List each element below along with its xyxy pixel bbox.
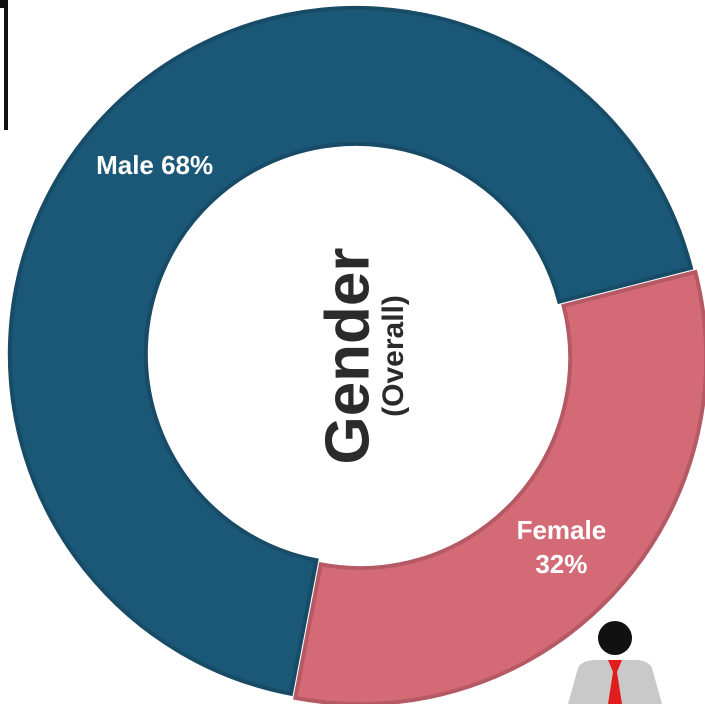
person-icon <box>568 621 662 704</box>
center-subtitle: (Overall) <box>377 295 410 417</box>
slices <box>7 5 705 704</box>
center-title: Gender <box>313 247 382 464</box>
donut-slice <box>7 5 694 697</box>
corner-bracket <box>0 0 8 130</box>
slice-label: Female 32% <box>516 514 607 579</box>
slice-label: Male 68% <box>96 150 214 180</box>
